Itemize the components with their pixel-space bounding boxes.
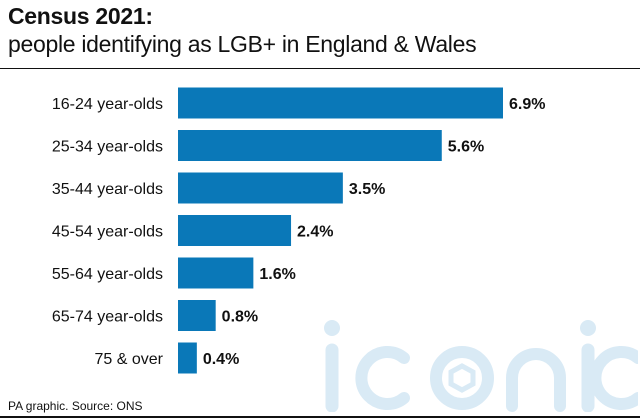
category-label: 55-64 year-olds	[52, 266, 163, 283]
watermark-logo	[324, 320, 638, 412]
category-label: 65-74 year-olds	[52, 309, 163, 326]
bar	[178, 342, 197, 374]
value-label: 2.4%	[297, 224, 333, 241]
bar	[178, 172, 343, 204]
title-divider	[0, 68, 640, 69]
category-label: 75 & over	[95, 351, 164, 368]
bar	[178, 257, 254, 289]
value-label: 0.8%	[222, 309, 258, 326]
bar	[178, 87, 503, 119]
value-label: 1.6%	[259, 266, 295, 283]
value-label: 6.9%	[509, 96, 545, 113]
bar-chart: 16-24 year-olds 6.9% 25-34 year-olds 5.6% 35…	[52, 87, 545, 374]
bar	[178, 130, 442, 161]
category-label: 25-34 year-olds	[52, 139, 163, 156]
source-note: PA graphic. Source: ONS	[8, 399, 143, 413]
bottom-divider	[0, 416, 640, 418]
category-label: 16-24 year-olds	[52, 96, 163, 113]
category-label: 35-44 year-olds	[52, 181, 163, 198]
watermark-stroke	[355, 346, 410, 410]
value-label: 3.5%	[349, 181, 385, 198]
bar	[178, 300, 216, 331]
chart-title: Census 2021:	[8, 3, 153, 29]
watermark-dot	[324, 320, 340, 336]
watermark-stroke	[506, 348, 566, 412]
value-label: 0.4%	[203, 351, 239, 368]
bar	[178, 215, 292, 246]
watermark-dot	[580, 320, 596, 336]
watermark-stroke	[430, 346, 494, 410]
value-label: 5.6%	[448, 139, 484, 156]
watermark-stroke	[589, 346, 638, 410]
chart-subtitle: people identifying as LGB+ in England & …	[8, 31, 477, 57]
watermark-hexagon	[448, 363, 476, 393]
category-label: 45-54 year-olds	[52, 224, 163, 241]
